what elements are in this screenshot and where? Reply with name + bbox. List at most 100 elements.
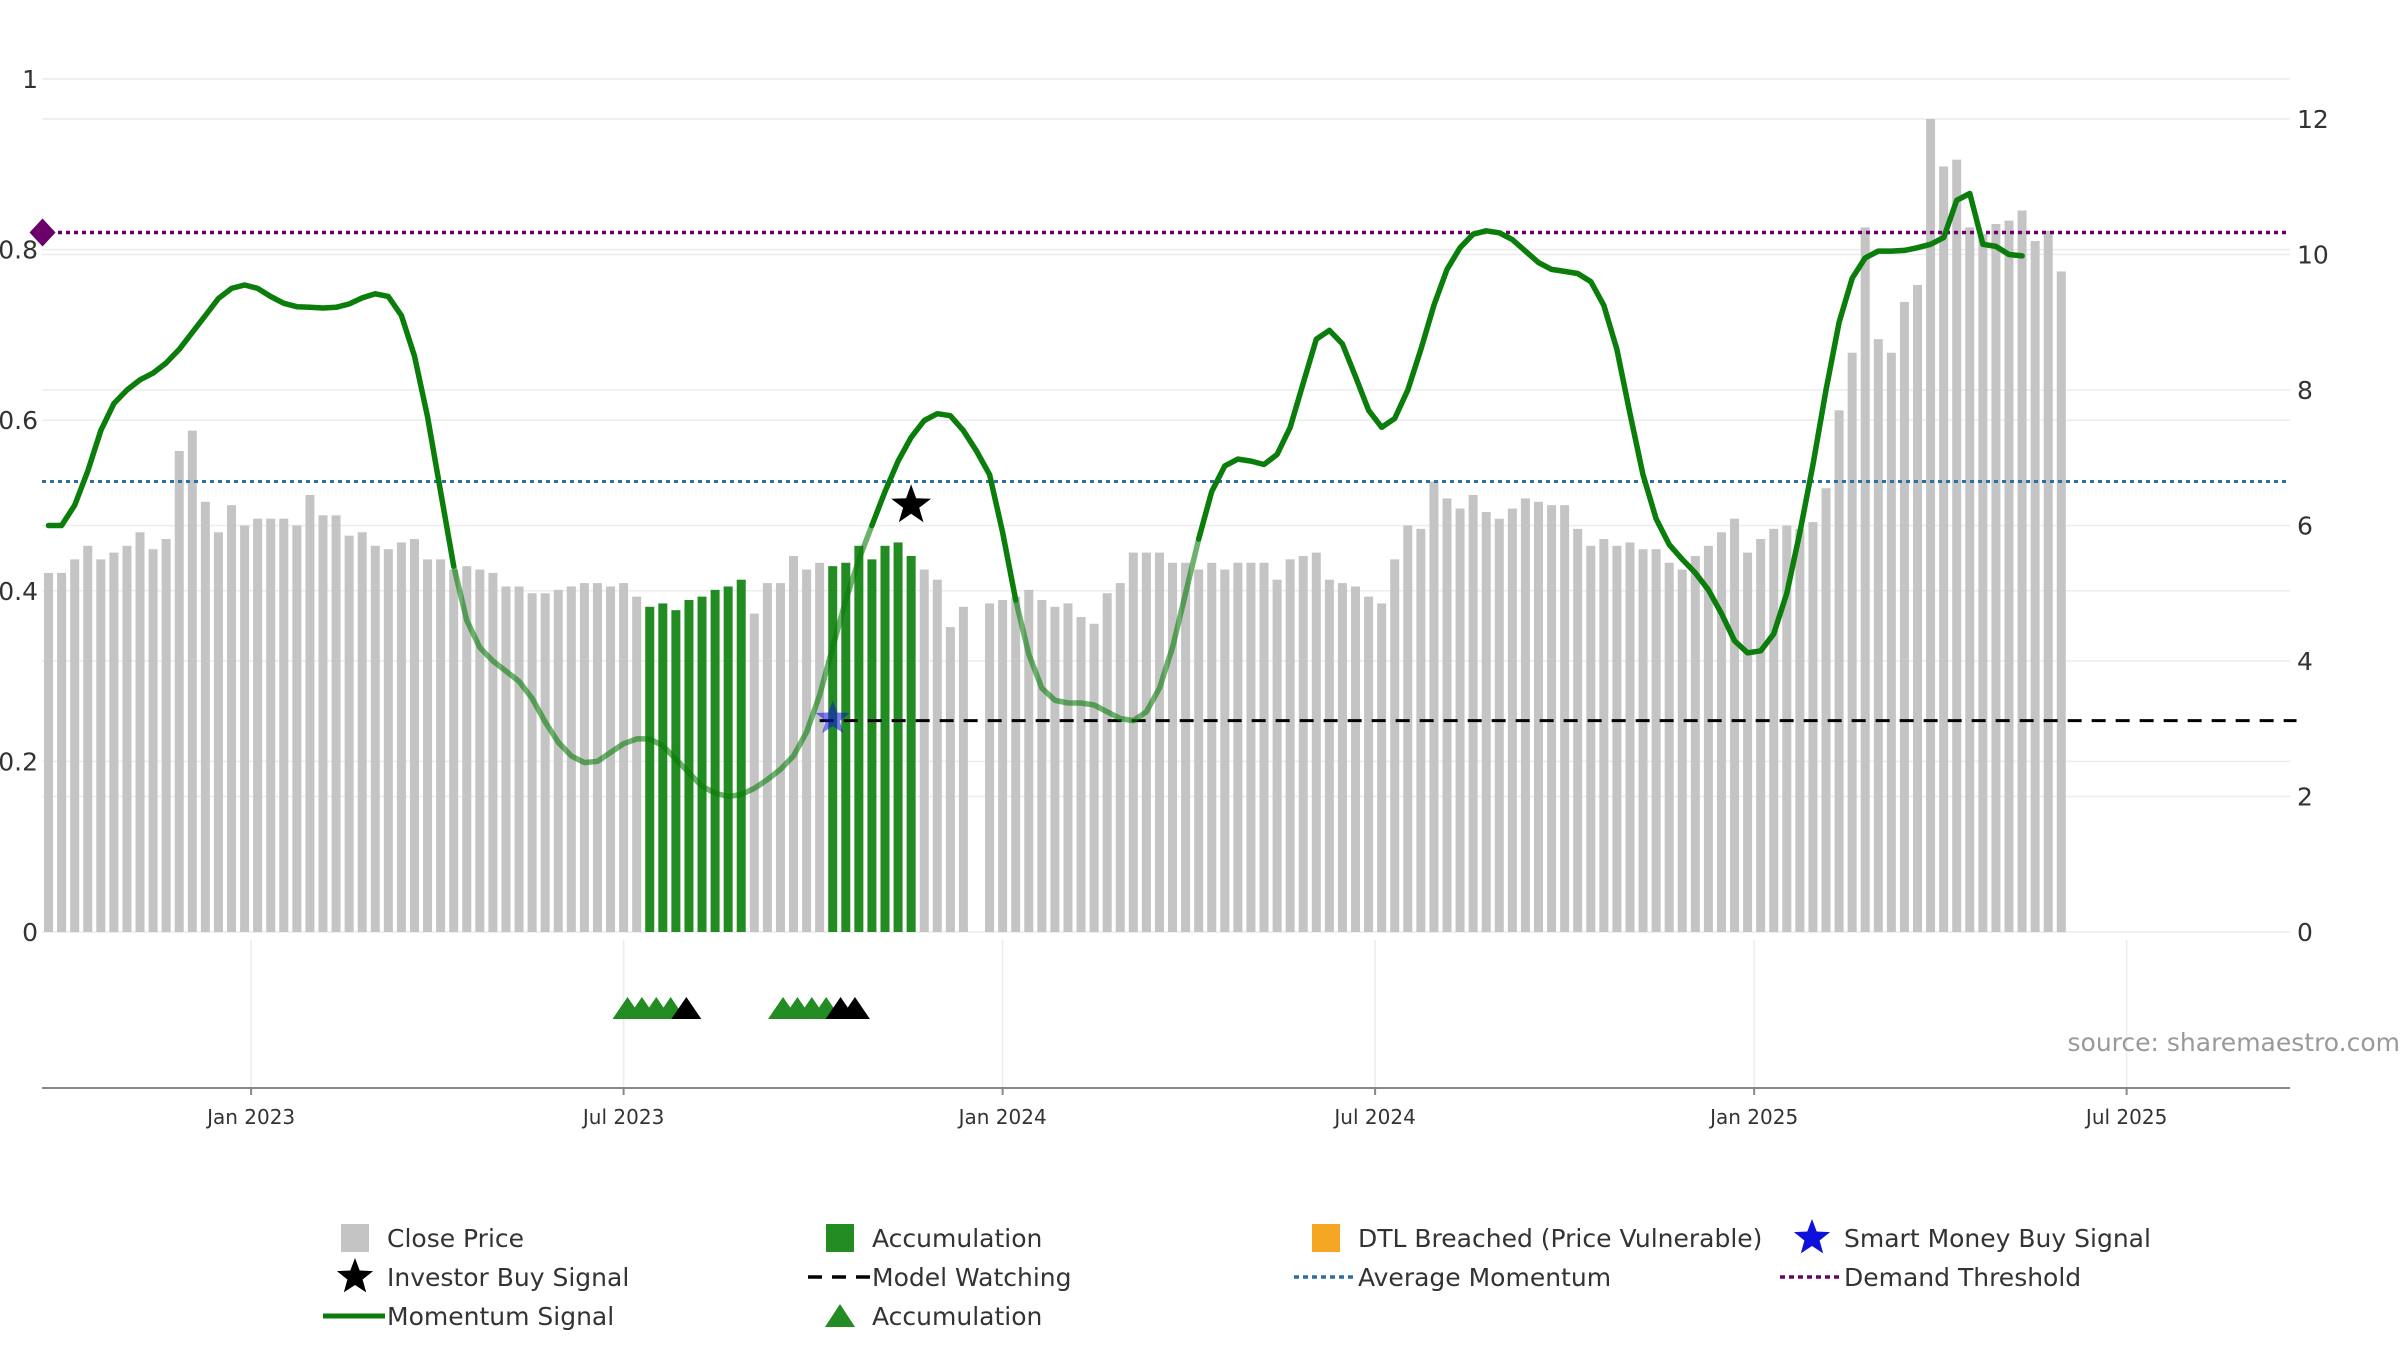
close-price-bar xyxy=(1560,505,1570,932)
close-price-bar xyxy=(985,603,995,932)
momentum-signal-line xyxy=(1195,190,2025,656)
momentum-signal-line xyxy=(45,282,457,569)
y-right-tick-label: 2 xyxy=(2297,783,2313,812)
close-price-bar xyxy=(1507,508,1517,932)
close-price-bar xyxy=(619,583,629,932)
close-price-bar xyxy=(475,569,485,932)
close-price-bar xyxy=(96,559,106,932)
close-price-bar xyxy=(70,559,80,932)
close-price-bar xyxy=(1782,525,1792,932)
close-price-bar xyxy=(592,583,602,932)
close-price-bar xyxy=(1664,562,1674,932)
close-price-bar xyxy=(2004,220,2014,932)
close-price-bar xyxy=(1769,528,1779,932)
close-price-bar xyxy=(1795,528,1805,932)
close-price-bar xyxy=(1939,166,1949,933)
legend-label: Momentum Signal xyxy=(387,1302,614,1331)
close-price-bar xyxy=(1847,352,1857,932)
accumulation-bar xyxy=(645,606,655,932)
close-price-bar xyxy=(1756,539,1766,932)
axes: Jan 2023 Jul 2023 Jan 2024 Jul 2024 Jan 2025… xyxy=(0,65,2400,1129)
y-right-tick-label: 8 xyxy=(2297,376,2313,405)
close-price-bar xyxy=(1102,593,1112,932)
legend-label: Smart Money Buy Signal xyxy=(1844,1224,2151,1253)
close-price-bar xyxy=(1520,498,1530,932)
close-price-bar xyxy=(1168,562,1178,932)
close-price-bar xyxy=(1494,518,1504,932)
close-price-bar xyxy=(1364,596,1374,932)
close-price-bar xyxy=(1324,579,1334,932)
legend-triangle-icon xyxy=(825,1304,855,1327)
legend-label: Close Price xyxy=(387,1224,524,1253)
close-price-bar xyxy=(1952,159,1962,932)
close-price-bar xyxy=(1991,224,2001,932)
signal-markers xyxy=(29,218,932,1019)
x-tick-label: Jul 2023 xyxy=(581,1105,664,1129)
x-tick-label: Jul 2024 xyxy=(1332,1105,1415,1129)
close-price-bar xyxy=(2043,230,2053,933)
close-price-bar xyxy=(240,525,250,932)
accumulation-bar xyxy=(697,596,707,932)
close-price-bar xyxy=(1403,525,1413,932)
legend-label: DTL Breached (Price Vulnerable) xyxy=(1358,1224,1762,1253)
y-left-tick-label: 0.4 xyxy=(0,577,38,606)
legend-item-smart-money: Smart Money Buy Signal xyxy=(1793,1219,2151,1254)
close-price-bar xyxy=(1690,555,1700,932)
legend-swatch-accumulation xyxy=(826,1224,854,1252)
y-right-tick-label: 6 xyxy=(2297,512,2313,541)
close-price-bar xyxy=(553,589,563,932)
close-price-bar xyxy=(1586,545,1596,932)
x-tick-label: Jan 2024 xyxy=(957,1105,1047,1129)
close-price-bar xyxy=(1821,488,1831,932)
accumulation-bar xyxy=(710,589,720,932)
close-price-bar xyxy=(1377,603,1387,932)
close-price-bar xyxy=(1926,119,1936,932)
y-right-tick-label: 0 xyxy=(2297,918,2313,947)
close-price-bar xyxy=(1037,600,1047,932)
close-price-bar xyxy=(775,583,785,932)
legend-item-close-price: Close Price xyxy=(341,1224,524,1253)
close-price-bar xyxy=(57,572,67,932)
close-price-bar xyxy=(292,525,302,932)
close-price-bar xyxy=(1612,545,1622,932)
legend-item-accumulation-marker: Accumulation xyxy=(825,1302,1042,1331)
legend-item-model-watching: Model Watching xyxy=(808,1263,1072,1292)
accumulation-bar xyxy=(867,559,877,932)
close-price-bar xyxy=(213,532,223,932)
close-price-bar xyxy=(383,549,393,932)
accumulation-bar xyxy=(893,542,903,932)
close-price-bar xyxy=(1808,522,1818,932)
accumulation-bar xyxy=(880,545,890,932)
close-price-bar xyxy=(1481,511,1491,932)
close-price-bar xyxy=(2056,271,2066,932)
close-price-bar xyxy=(919,569,929,932)
close-price-bar xyxy=(566,586,576,932)
legend-item-dtl-breached: DTL Breached (Price Vulnerable) xyxy=(1312,1224,1762,1253)
accumulation-bar xyxy=(671,610,681,932)
close-price-bar xyxy=(1730,518,1740,932)
x-tick-label: Jan 2025 xyxy=(1708,1105,1798,1129)
close-price-bar xyxy=(514,586,524,932)
close-price-bar xyxy=(109,552,119,932)
close-price-bar xyxy=(1468,495,1478,932)
close-price-bar xyxy=(1311,552,1321,932)
accumulation-bar xyxy=(854,545,864,932)
legend-item-investor: Investor Buy Signal xyxy=(336,1258,629,1293)
close-price-bar xyxy=(1743,552,1753,932)
close-price-bar xyxy=(1089,623,1099,932)
legend-swatch-close-price xyxy=(341,1224,369,1252)
close-price-bar xyxy=(174,450,184,932)
close-price-bar xyxy=(1351,586,1361,932)
legend: Close Price Accumulation DTL Breached (Pri… xyxy=(323,1219,2151,1331)
close-price-bar xyxy=(1416,528,1426,932)
close-price-bar xyxy=(370,545,380,932)
close-price-bar xyxy=(1272,579,1282,932)
close-price-bar xyxy=(1913,284,1923,932)
close-price-bar xyxy=(998,600,1008,932)
close-price-bar xyxy=(409,539,419,932)
close-price-bar xyxy=(1429,481,1439,932)
legend-star-icon xyxy=(336,1258,374,1293)
close-price-bar xyxy=(305,495,315,932)
y-left-tick-label: 0.6 xyxy=(0,406,38,435)
